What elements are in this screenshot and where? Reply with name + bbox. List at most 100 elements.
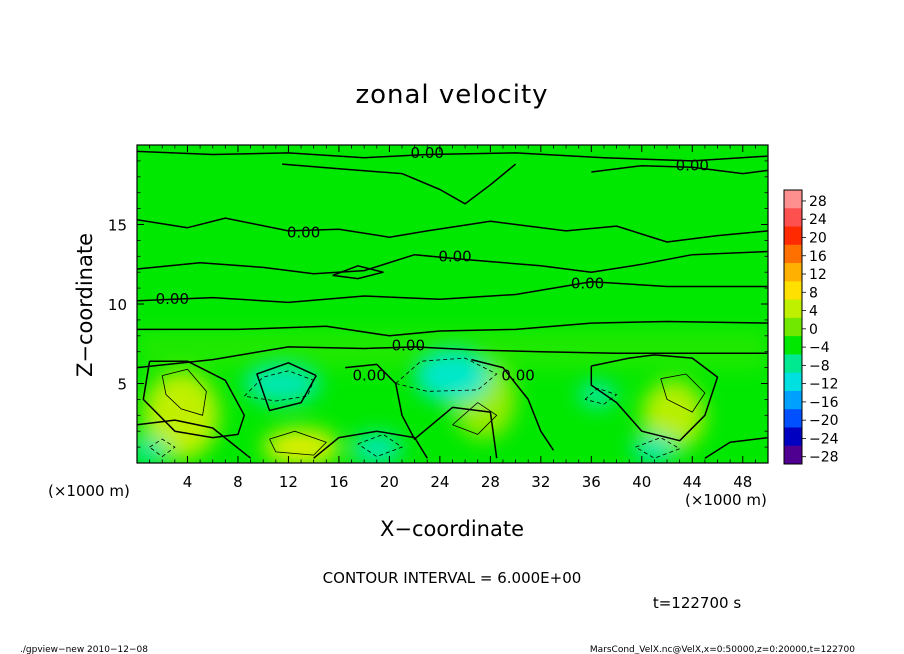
x-tick-label-48: 48 bbox=[733, 473, 752, 491]
colorbar-swatch-10 bbox=[784, 372, 802, 392]
x-unit-label-left: (×1000 m) bbox=[48, 482, 130, 500]
colorbar-swatch-14 bbox=[784, 445, 802, 465]
zero-contour-2 bbox=[591, 164, 768, 175]
colorbar-swatch-13 bbox=[784, 427, 802, 447]
contour-label-3: 0.00 bbox=[438, 247, 471, 265]
y-tick-label-5: 5 bbox=[117, 376, 127, 394]
plot-area: 0.00 0.00 0.00 0.00 0.00 0.00 0.00 0.00 0.00 bbox=[137, 144, 768, 463]
zero-contour-10 bbox=[256, 362, 317, 412]
negative-blob-8 bbox=[631, 434, 678, 463]
zero-contour-7 bbox=[137, 320, 768, 337]
colorbar-swatch-12 bbox=[784, 409, 802, 428]
colorbar-label-5: 8 bbox=[809, 285, 818, 301]
negative-contour-1 bbox=[395, 357, 498, 392]
colorbar-label-11: −16 bbox=[809, 395, 839, 411]
negative-blob-7 bbox=[578, 381, 617, 408]
colorbar-label-14: −28 bbox=[809, 450, 839, 466]
zero-contour-9 bbox=[142, 360, 246, 439]
negative-contour-2 bbox=[584, 387, 618, 405]
colorbar-label-4: 12 bbox=[809, 267, 827, 283]
colorbar-swatch-4 bbox=[784, 263, 802, 282]
colorbar-frame bbox=[783, 189, 803, 465]
positive-contour-0 bbox=[161, 368, 207, 416]
x-tick-label-36: 36 bbox=[582, 473, 601, 491]
x-tick-label-40: 40 bbox=[632, 473, 651, 491]
colorbar-label-3: 16 bbox=[809, 249, 827, 265]
zero-contour-14 bbox=[137, 419, 252, 459]
colorbar-label-8: −4 bbox=[809, 340, 830, 356]
negative-contour-0 bbox=[244, 370, 315, 402]
y-tick-label-10: 10 bbox=[108, 296, 127, 314]
zero-contour-13 bbox=[590, 354, 719, 442]
contour-lines bbox=[137, 150, 768, 459]
x-tick-label-24: 24 bbox=[430, 473, 449, 491]
contour-labels: 0.00 0.00 0.00 0.00 0.00 0.00 0.00 0.00 0.00 bbox=[156, 144, 709, 385]
positive-blob-2 bbox=[641, 380, 705, 451]
positive-blob-1 bbox=[263, 428, 339, 463]
colorbar-label-9: −8 bbox=[809, 358, 830, 374]
contour-label-6: 0.00 bbox=[392, 336, 425, 354]
contour-interval-label: CONTOUR INTERVAL = 6.000E+00 bbox=[323, 569, 582, 587]
colorbar-label-7: 0 bbox=[809, 322, 818, 338]
colorbar-label-1: 24 bbox=[809, 212, 827, 228]
y-tick-label-15: 15 bbox=[108, 217, 127, 235]
zero-contour-6 bbox=[137, 280, 768, 304]
x-axis: 4 8 12 16 20 24 28 32 36 40 44 48 bbox=[149, 145, 756, 491]
x-tick-label-28: 28 bbox=[481, 473, 500, 491]
positive-blob-0 bbox=[143, 370, 220, 460]
positive-contour-2 bbox=[660, 373, 706, 413]
zero-contour-4 bbox=[137, 250, 768, 275]
colorbar-label-2: 20 bbox=[809, 230, 827, 246]
colorbar-label-0: 28 bbox=[809, 194, 827, 210]
colorbar-label-10: −12 bbox=[809, 377, 839, 393]
footer-left: ./gpview−new 2010−12−08 bbox=[20, 645, 148, 654]
zero-contour-0 bbox=[137, 150, 768, 162]
negative-contour-3 bbox=[149, 438, 176, 458]
time-label: t=122700 s bbox=[653, 594, 741, 612]
zero-contour-8 bbox=[137, 346, 768, 369]
x-tick-label-32: 32 bbox=[531, 473, 550, 491]
y-axis-label: Z−coordinate bbox=[73, 233, 97, 377]
zero-contour-12 bbox=[471, 358, 555, 451]
contour-label-7: 0.00 bbox=[353, 367, 386, 385]
negative-blob-9 bbox=[137, 437, 169, 463]
negative-contour-5 bbox=[635, 437, 681, 459]
x-axis-label: X−coordinate bbox=[380, 517, 524, 541]
contour-label-5: 0.00 bbox=[156, 290, 189, 308]
x-tick-label-20: 20 bbox=[380, 473, 399, 491]
colorbar-swatch-9 bbox=[784, 354, 802, 374]
contour-label-1: 0.00 bbox=[676, 157, 709, 175]
colorbar-label-13: −24 bbox=[809, 431, 839, 447]
colorbar-swatch-0 bbox=[784, 190, 802, 209]
colorbar-swatch-11 bbox=[784, 390, 802, 410]
colorbar-swatch-7 bbox=[784, 317, 802, 337]
positive-contour-1 bbox=[269, 430, 328, 456]
x-tick-label-12: 12 bbox=[279, 473, 298, 491]
chart-title: zonal velocity bbox=[355, 80, 548, 110]
colorbar-label-12: −20 bbox=[809, 413, 839, 429]
x-unit-label-right: (×1000 m) bbox=[685, 491, 767, 509]
footer-right: MarsCond_VelX.nc@VelX,x=0:50000,z=0:2000… bbox=[590, 645, 855, 654]
colorbar-swatch-3 bbox=[784, 244, 802, 264]
x-tick-label-4: 4 bbox=[183, 473, 193, 491]
colorbar-swatch-8 bbox=[784, 336, 802, 355]
contour-label-0: 0.00 bbox=[411, 144, 444, 162]
contour-label-2: 0.00 bbox=[287, 223, 320, 241]
negative-blob-6 bbox=[351, 432, 403, 463]
colorbar-swatch-1 bbox=[784, 208, 802, 228]
zero-contour-1 bbox=[282, 163, 517, 205]
colorbar-swatch-2 bbox=[784, 226, 802, 246]
colorbar-swatch-6 bbox=[784, 299, 802, 319]
x-tick-label-44: 44 bbox=[683, 473, 702, 491]
negative-blob-5 bbox=[414, 348, 491, 403]
y-axis: 5 10 15 bbox=[108, 160, 768, 448]
colorbar-label-6: 4 bbox=[809, 304, 818, 320]
x-tick-label-8: 8 bbox=[233, 473, 243, 491]
x-tick-label-16: 16 bbox=[329, 473, 348, 491]
negative-contour-4 bbox=[357, 433, 403, 458]
contour-label-8: 0.00 bbox=[501, 367, 534, 385]
zero-contour-11 bbox=[345, 363, 498, 459]
zero-contour-15 bbox=[313, 430, 428, 459]
zero-contour-16 bbox=[704, 436, 768, 459]
